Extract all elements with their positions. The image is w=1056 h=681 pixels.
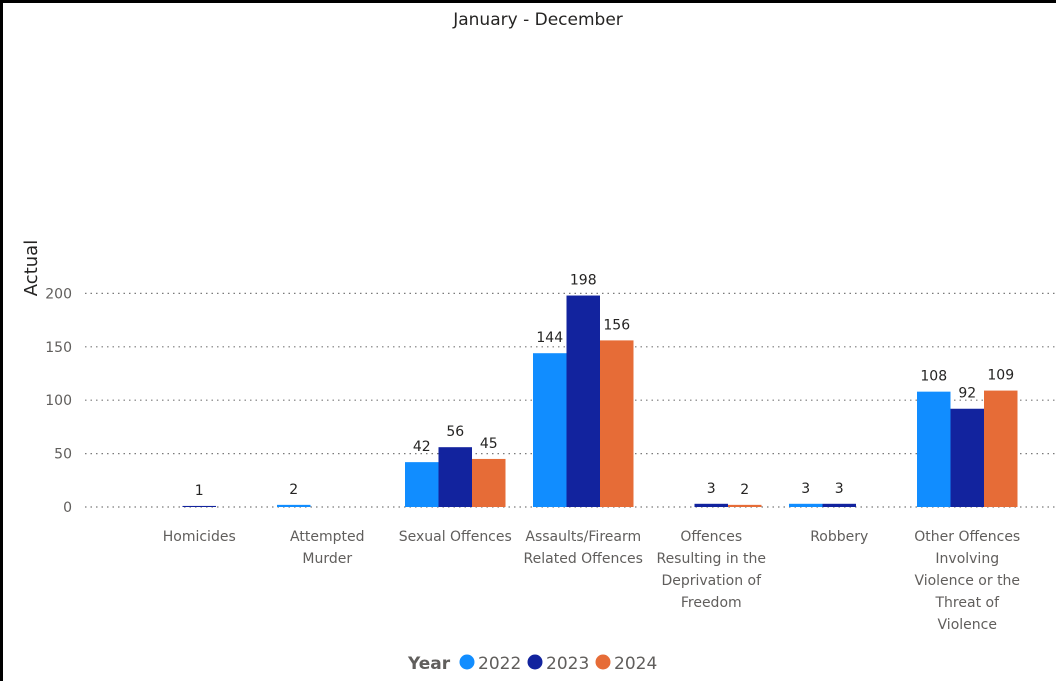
bar-2023[interactable]	[438, 447, 473, 507]
category-label: Violence	[938, 617, 997, 633]
data-label: 3	[801, 481, 810, 497]
bar-2024[interactable]	[600, 340, 634, 507]
category-label: Offences	[680, 529, 742, 545]
category-label: Robbery	[810, 529, 868, 545]
y-tick-label: 200	[45, 286, 72, 302]
data-label: 2	[289, 482, 298, 498]
legend-item-2024[interactable]: 2024	[614, 654, 657, 674]
data-label: 108	[920, 369, 947, 385]
bar-2022[interactable]	[277, 504, 311, 507]
bar-2023[interactable]	[822, 503, 857, 507]
bar-2024[interactable]	[472, 458, 506, 507]
category-label: Sexual Offences	[399, 529, 512, 545]
data-label: 56	[446, 424, 464, 440]
category-label: Murder	[302, 551, 352, 567]
legend-marker-2023[interactable]	[527, 654, 543, 670]
data-label: 3	[707, 481, 716, 497]
data-label: 109	[987, 368, 1014, 384]
bar-2022[interactable]	[917, 391, 951, 507]
bar-2023[interactable]	[566, 295, 601, 507]
category-label: Deprivation of	[661, 573, 762, 589]
category-label: Freedom	[681, 595, 742, 611]
bar-2024[interactable]	[728, 504, 762, 507]
y-tick-label: 0	[63, 500, 72, 516]
category-label: Homicides	[163, 529, 236, 545]
y-tick-labels: 0 50 100 150 200	[45, 286, 72, 516]
data-label: 2	[740, 482, 749, 498]
legend-marker-2022[interactable]	[459, 654, 475, 670]
legend-marker-2024[interactable]	[595, 654, 611, 670]
category-label: Violence or the	[914, 573, 1020, 589]
data-label: 144	[536, 330, 563, 346]
category-labels: Homicides Attempted Murder Sexual Offences A…	[163, 529, 1020, 633]
bar-2022[interactable]	[533, 353, 567, 507]
data-label: 42	[413, 439, 431, 455]
category-label: Other Offences	[914, 529, 1020, 545]
y-axis-label: Actual	[21, 240, 42, 296]
data-label: 1	[195, 483, 204, 499]
bar-2022[interactable]	[789, 503, 823, 507]
data-label: 45	[480, 436, 498, 452]
legend-item-2022[interactable]: 2022	[478, 654, 521, 674]
bars	[182, 295, 1018, 507]
category-label: Resulting in the	[656, 551, 766, 567]
bar-2024[interactable]	[984, 390, 1018, 507]
chart-title: January - December	[452, 10, 623, 30]
category-label: Attempted	[290, 529, 364, 545]
bar-2023[interactable]	[694, 503, 729, 507]
bar-2022[interactable]	[405, 462, 439, 507]
category-label: Involving	[935, 551, 999, 567]
data-label: 92	[958, 386, 976, 402]
data-label: 3	[835, 481, 844, 497]
legend-title: Year	[407, 654, 451, 674]
y-tick-label: 100	[45, 393, 72, 409]
bar-2023[interactable]	[182, 505, 217, 507]
y-tick-label: 50	[54, 447, 72, 463]
category-label: Assaults/Firearm	[525, 529, 641, 545]
legend: Year 2022 2023 2024	[407, 654, 657, 674]
y-tick-label: 150	[45, 340, 72, 356]
category-label: Related Offences	[524, 551, 643, 567]
bar-2023[interactable]	[950, 408, 985, 507]
category-label: Threat of	[935, 595, 1001, 611]
legend-item-2023[interactable]: 2023	[546, 654, 589, 674]
data-label: 198	[570, 273, 597, 289]
data-label: 156	[603, 317, 630, 333]
